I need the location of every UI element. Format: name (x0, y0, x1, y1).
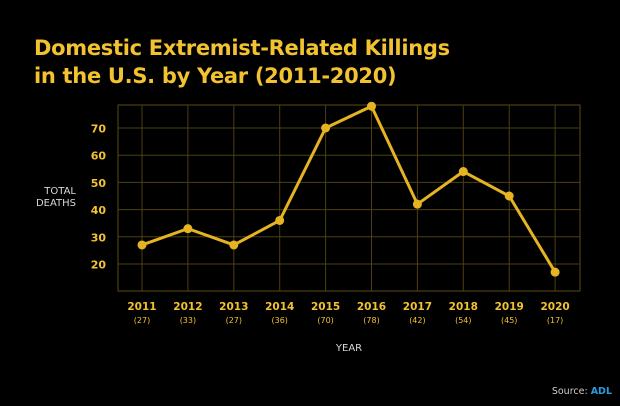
x-axis-label: YEAR (335, 343, 362, 354)
chart-title: Domestic Extremist-Related Killings in t… (34, 34, 450, 90)
data-label: (54) (455, 316, 471, 325)
series-line (141, 104, 557, 273)
data-label: (17) (547, 316, 563, 325)
y-tick-label: 50 (91, 177, 107, 190)
chart-title-line-2: in the U.S. by Year (2011-2020) (34, 64, 397, 88)
data-point (275, 215, 285, 225)
x-tick-label: 2018 (449, 301, 478, 313)
source-link-adl[interactable]: ADL (590, 386, 612, 397)
data-point (458, 167, 468, 177)
source-note: Source: ADL (552, 386, 612, 397)
data-point (229, 240, 239, 250)
data-point (550, 267, 560, 277)
data-point (367, 101, 376, 111)
x-tick-label: 2017 (403, 301, 432, 313)
x-tick-label: 2020 (540, 301, 569, 313)
plot-frame (117, 104, 581, 292)
y-tick-label: 40 (91, 204, 107, 217)
data-point (183, 224, 193, 234)
data-point (412, 199, 422, 209)
data-point (504, 191, 514, 201)
x-tick-label: 2014 (265, 301, 294, 313)
x-tick-label: 2015 (311, 301, 340, 313)
data-label: (33) (180, 316, 196, 325)
data-label: (70) (317, 316, 333, 325)
x-tick-label: 2012 (173, 301, 202, 313)
y-tick-label: 30 (91, 231, 107, 244)
data-label: (36) (271, 316, 287, 325)
x-tick-label: 2016 (357, 301, 386, 313)
data-point (321, 123, 331, 133)
y-tick-label: 20 (91, 259, 107, 272)
data-label: (78) (363, 316, 379, 325)
y-tick-label: 60 (91, 150, 107, 163)
x-tick-label: 2019 (495, 301, 524, 313)
x-tick-label: 2011 (127, 301, 156, 313)
data-label: (27) (226, 316, 242, 325)
chart-title-line-1: Domestic Extremist-Related Killings (34, 36, 450, 60)
source-label: Source: (551, 386, 588, 397)
x-tick-label: 2013 (219, 301, 248, 313)
data-point (137, 240, 147, 250)
data-label: (42) (409, 316, 425, 325)
y-axis-label-line-2: DEATHS (36, 198, 76, 209)
y-tick-label: 70 (91, 123, 107, 136)
data-label: (27) (134, 316, 150, 325)
data-label: (45) (501, 316, 517, 325)
y-axis-label-line-1: TOTAL (43, 186, 76, 197)
